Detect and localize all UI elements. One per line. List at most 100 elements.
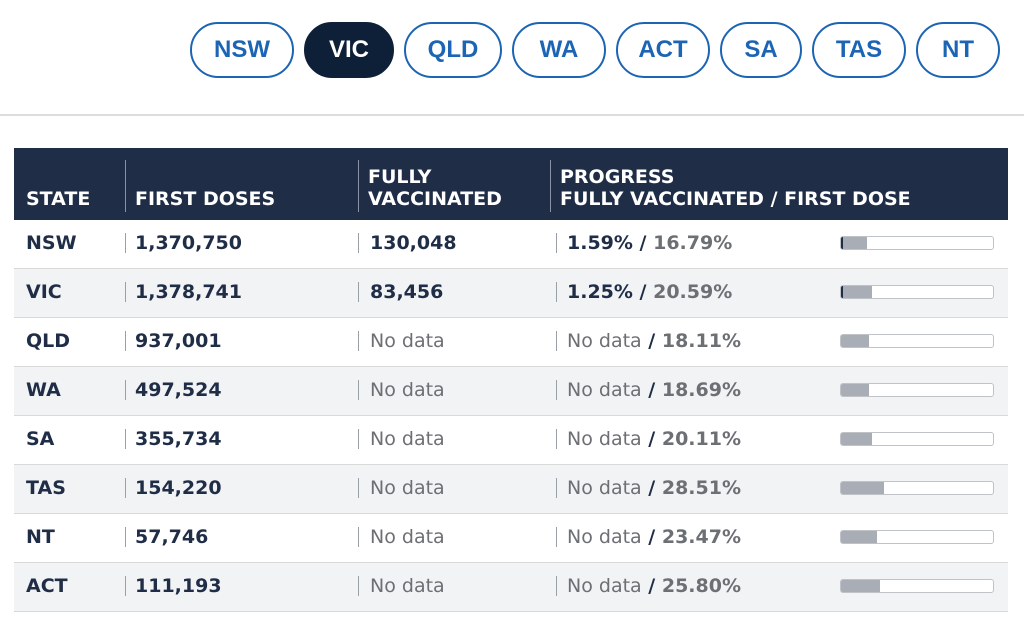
tab-act[interactable]: ACT: [616, 22, 710, 78]
cell-separator: [358, 429, 359, 449]
cell-separator: [125, 576, 126, 596]
cell-fully-vaccinated: No data: [370, 379, 445, 401]
cell-first-doses: 355,734: [135, 428, 222, 450]
progress-first-pct: 23.47%: [661, 526, 741, 548]
progress-bar-first-dose-fill: [841, 531, 877, 543]
progress-first-pct: 18.11%: [661, 330, 741, 352]
table-row: SA 355,734 No data No data / 20.11%: [14, 416, 1008, 465]
cell-state: NT: [26, 526, 55, 548]
progress-slash: /: [641, 477, 662, 499]
cell-fully-vaccinated: No data: [370, 526, 445, 548]
table-row: ACT 111,193 No data No data / 25.80%: [14, 563, 1008, 612]
cell-separator: [358, 380, 359, 400]
section-divider: [0, 114, 1024, 116]
table-header: STATE FIRST DOSES FULLY VACCINATED PROGR…: [14, 148, 1008, 220]
cell-state: TAS: [26, 477, 66, 499]
cell-separator: [358, 233, 359, 253]
tab-wa[interactable]: WA: [512, 22, 606, 78]
cell-separator: [556, 527, 557, 547]
progress-fully-pct: No data: [567, 526, 642, 548]
header-progress-line1: PROGRESS: [560, 166, 675, 188]
table-body: NSW 1,370,750 130,048 1.59% / 16.79% VIC 1,37…: [14, 220, 1008, 612]
cell-progress-text: No data / 28.51%: [567, 465, 741, 511]
cell-fully-vaccinated: 130,048: [370, 232, 457, 254]
cell-separator: [358, 331, 359, 351]
cell-first-doses: 497,524: [135, 379, 222, 401]
progress-fully-pct: No data: [567, 428, 642, 450]
progress-fully-pct: No data: [567, 330, 642, 352]
cell-progress-text: No data / 23.47%: [567, 514, 741, 560]
table-row: WA 497,524 No data No data / 18.69%: [14, 367, 1008, 416]
table-row: TAS 154,220 No data No data / 28.51%: [14, 465, 1008, 514]
cell-fully-vaccinated: No data: [370, 428, 445, 450]
tab-qld[interactable]: QLD: [404, 22, 502, 78]
progress-first-pct: 28.51%: [661, 477, 741, 499]
cell-first-doses: 937,001: [135, 330, 222, 352]
progress-slash: /: [632, 232, 654, 254]
progress-bar: [840, 236, 994, 250]
tab-tas[interactable]: TAS: [812, 22, 906, 78]
header-state: STATE: [26, 188, 91, 210]
header-fully-line1: FULLY: [368, 166, 432, 188]
cell-separator: [358, 478, 359, 498]
cell-first-doses: 57,746: [135, 526, 209, 548]
tab-nt[interactable]: NT: [916, 22, 1000, 78]
header-progress-line2: FULLY VACCINATED / FIRST DOSE: [560, 188, 911, 210]
progress-bar: [840, 334, 994, 348]
progress-slash: /: [632, 281, 654, 303]
progress-first-pct: 20.59%: [653, 281, 733, 303]
progress-fully-pct: No data: [567, 477, 642, 499]
progress-slash: /: [641, 330, 662, 352]
progress-fully-pct: 1.25%: [567, 281, 633, 303]
progress-bar-first-dose-fill: [841, 335, 869, 347]
progress-first-pct: 25.80%: [661, 575, 741, 597]
progress-slash: /: [641, 379, 662, 401]
header-separator: [550, 160, 551, 212]
progress-bar-first-dose-fill: [841, 482, 885, 494]
header-separator: [358, 160, 359, 212]
progress-bar-first-dose-fill: [841, 384, 870, 396]
progress-bar-first-dose-fill: [841, 286, 873, 298]
cell-progress-text: No data / 25.80%: [567, 563, 741, 609]
tab-vic[interactable]: VIC: [304, 22, 394, 78]
table-row: NT 57,746 No data No data / 23.47%: [14, 514, 1008, 563]
progress-first-pct: 16.79%: [653, 232, 733, 254]
tab-sa[interactable]: SA: [720, 22, 802, 78]
cell-progress-text: No data / 20.11%: [567, 416, 741, 462]
cell-separator: [556, 478, 557, 498]
progress-first-pct: 20.11%: [661, 428, 741, 450]
progress-slash: /: [641, 575, 662, 597]
cell-separator: [556, 282, 557, 302]
cell-progress-text: No data / 18.11%: [567, 318, 741, 364]
cell-separator: [556, 331, 557, 351]
state-tab-bar: NSW VIC QLD WA ACT SA TAS NT: [190, 22, 1000, 78]
cell-separator: [358, 282, 359, 302]
cell-separator: [125, 233, 126, 253]
cell-separator: [556, 233, 557, 253]
progress-bar: [840, 530, 994, 544]
progress-first-pct: 18.69%: [661, 379, 741, 401]
cell-separator: [125, 282, 126, 302]
cell-first-doses: 1,378,741: [135, 281, 242, 303]
cell-state: QLD: [26, 330, 71, 352]
cell-state: SA: [26, 428, 55, 450]
cell-fully-vaccinated: No data: [370, 477, 445, 499]
cell-progress-text: 1.59% / 16.79%: [567, 220, 732, 266]
header-fully-line2: VACCINATED: [368, 188, 502, 210]
cell-separator: [556, 380, 557, 400]
header-separator: [125, 160, 126, 212]
progress-fully-pct: No data: [567, 575, 642, 597]
cell-separator: [125, 331, 126, 351]
cell-first-doses: 1,370,750: [135, 232, 242, 254]
progress-slash: /: [641, 526, 662, 548]
cell-first-doses: 111,193: [135, 575, 222, 597]
cell-separator: [125, 478, 126, 498]
cell-separator: [556, 429, 557, 449]
progress-fully-pct: 1.59%: [567, 232, 633, 254]
progress-bar: [840, 285, 994, 299]
tab-nsw[interactable]: NSW: [190, 22, 294, 78]
progress-bar-fully-fill: [841, 237, 844, 249]
table-row: VIC 1,378,741 83,456 1.25% / 20.59%: [14, 269, 1008, 318]
vaccination-table: STATE FIRST DOSES FULLY VACCINATED PROGR…: [14, 148, 1008, 612]
progress-bar: [840, 432, 994, 446]
